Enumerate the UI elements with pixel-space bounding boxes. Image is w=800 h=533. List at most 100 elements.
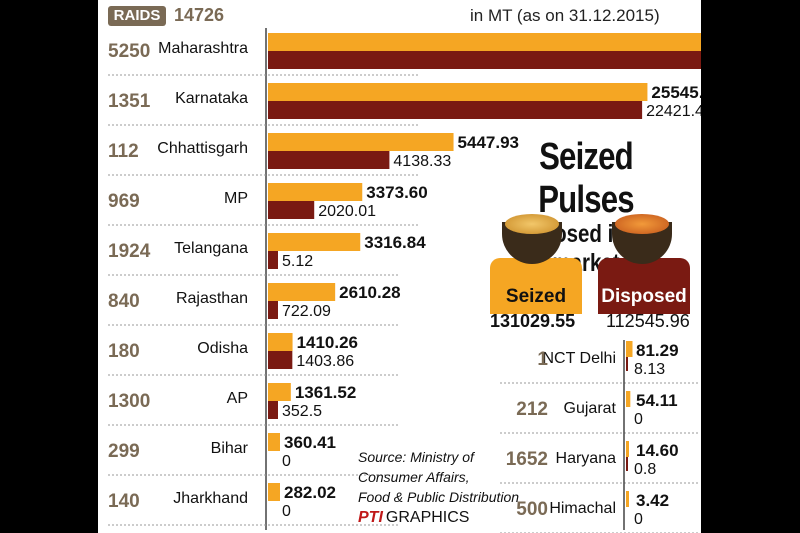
seized-bar xyxy=(626,491,629,507)
seized-value-label: 2610.28 xyxy=(339,283,400,302)
raids-count: 5250 xyxy=(108,41,150,62)
state-label: Chhattisgarh xyxy=(157,140,248,157)
disposed-value-label: 5.12 xyxy=(282,253,313,270)
disposed-value-label: 1403.86 xyxy=(296,353,354,370)
seized-legend-label: Seized xyxy=(505,286,567,307)
seized-bar xyxy=(268,333,293,351)
seized-value-label: 81.29 xyxy=(636,341,679,360)
seized-bar xyxy=(268,33,701,51)
disposed-lentils-icon xyxy=(615,214,669,234)
raids-count: 1300 xyxy=(108,391,150,412)
raids-count: 140 xyxy=(108,491,140,512)
disposed-bar xyxy=(268,251,278,269)
seized-bar xyxy=(626,391,631,407)
state-label: Rajasthan xyxy=(176,290,248,307)
seized-bar xyxy=(268,483,280,501)
seized-total: 131029.55 xyxy=(490,311,576,331)
seized-bar xyxy=(268,433,280,451)
raids-count: 1 xyxy=(537,349,548,370)
seized-value-label: 25545.83 xyxy=(651,83,701,102)
disposed-value-label: 352.5 xyxy=(282,403,322,420)
seized-value-label: 1410.26 xyxy=(297,333,358,352)
raids-count: 1652 xyxy=(506,449,548,470)
state-label: NCT Delhi xyxy=(543,350,617,367)
seized-lentils-icon xyxy=(505,214,559,234)
credit-text: GRAPHICS xyxy=(385,509,470,526)
disposed-value-label: 0 xyxy=(634,411,643,428)
seized-bar xyxy=(268,183,363,201)
raids-count: 840 xyxy=(108,291,140,312)
seized-value-label: 3.42 xyxy=(636,491,669,510)
disposed-legend-tag: Disposed xyxy=(598,258,690,314)
raids-count: 1924 xyxy=(108,241,151,262)
disposed-bar xyxy=(268,51,701,69)
state-label: Telangana xyxy=(174,240,248,257)
seized-value-label: 3373.60 xyxy=(366,183,427,202)
state-label: MP xyxy=(224,190,248,207)
disposed-bar xyxy=(626,357,628,371)
seized-value-label: 54.11 xyxy=(636,391,678,410)
seized-bar xyxy=(626,441,629,457)
raids-count: 500 xyxy=(516,499,548,520)
disposed-bar xyxy=(268,151,390,169)
pti-logo: PTI xyxy=(358,509,383,526)
seized-bar xyxy=(268,133,454,151)
state-label: Jharkhand xyxy=(173,490,248,507)
seized-legend-tag: Seized xyxy=(490,258,582,314)
bar-chart: 87167.4481473.70Maharashtra525025545.832… xyxy=(108,28,701,533)
source-line-1: Source: Ministry of xyxy=(358,449,474,465)
headline: Seized Pulses Disposed in the market xyxy=(476,136,696,278)
headline-title: Seized Pulses xyxy=(538,136,634,221)
disposed-value-label: 2020.01 xyxy=(318,203,376,220)
disposed-value-label: 8.13 xyxy=(634,361,665,378)
state-label: Maharashtra xyxy=(158,40,248,57)
credit: PTI GRAPHICS xyxy=(358,509,469,527)
raids-label: RAIDS xyxy=(108,6,166,26)
disposed-bar xyxy=(268,301,278,319)
disposed-bar xyxy=(268,101,643,119)
raids-count: 969 xyxy=(108,191,140,212)
unit-note: in MT (as on 31.12.2015) xyxy=(470,6,660,25)
disposed-value-label: 0 xyxy=(634,511,643,528)
raids-count: 112 xyxy=(108,141,139,162)
seized-value-label: 282.02 xyxy=(284,483,336,502)
raids-count: 212 xyxy=(516,399,548,420)
raids-count: 299 xyxy=(108,441,140,462)
raids-count: 180 xyxy=(108,341,140,362)
disposed-total: 112545.96 xyxy=(606,311,690,331)
disposed-bar xyxy=(626,457,628,471)
state-label: Odisha xyxy=(197,340,248,357)
seized-value-label: 1361.52 xyxy=(295,383,356,402)
raids-count: 1351 xyxy=(108,91,151,112)
disposed-value-label: 0.8 xyxy=(634,461,656,478)
disposed-value-label: 722.09 xyxy=(282,303,331,320)
seized-bar xyxy=(268,233,361,251)
disposed-legend-label: Disposed xyxy=(601,286,687,307)
disposed-value-label: 0 xyxy=(282,453,291,470)
infographic-panel: 87167.4481473.70Maharashtra525025545.832… xyxy=(98,0,701,533)
seized-value-label: 14.60 xyxy=(636,441,679,460)
disposed-bar xyxy=(268,201,315,219)
state-label: Himachal xyxy=(549,500,616,517)
state-label: Bihar xyxy=(211,440,249,457)
state-label: Gujarat xyxy=(564,400,617,417)
source-note: Source: Ministry of Consumer Affairs, Fo… xyxy=(358,447,519,507)
disposed-bar xyxy=(268,351,293,369)
disposed-value-label: 22421.42 xyxy=(646,103,701,120)
seized-value-label: 5447.93 xyxy=(458,133,519,152)
seized-bar xyxy=(626,341,633,357)
seized-bar xyxy=(268,283,336,301)
seized-value-label: 3316.84 xyxy=(364,233,426,252)
disposed-value-label: 0 xyxy=(282,503,291,520)
source-line-3: Food & Public Distribution xyxy=(358,489,520,505)
seized-bar xyxy=(268,83,648,101)
source-line-2: Consumer Affairs, xyxy=(358,469,470,485)
raids-total: 14726 xyxy=(174,5,225,25)
disposed-bar xyxy=(268,401,278,419)
state-label: Karnataka xyxy=(175,90,248,107)
seized-value-label: 360.41 xyxy=(284,433,336,452)
state-label: AP xyxy=(227,390,248,407)
seized-bar xyxy=(268,383,291,401)
state-label: Haryana xyxy=(556,450,617,467)
disposed-value-label: 4138.33 xyxy=(393,153,451,170)
